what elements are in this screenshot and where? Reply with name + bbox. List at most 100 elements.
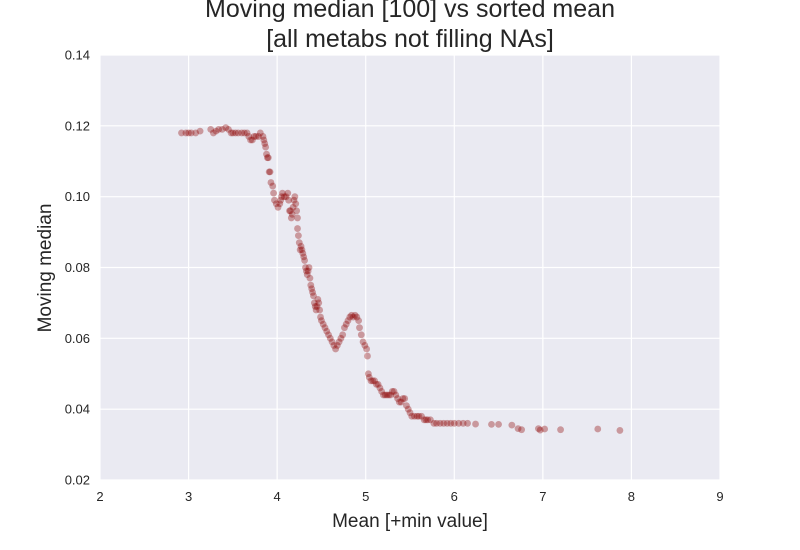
data-point	[616, 427, 624, 434]
data-point	[326, 334, 334, 342]
data-point	[436, 419, 444, 427]
data-point	[317, 313, 324, 321]
data-point	[271, 196, 278, 204]
data-point	[459, 419, 467, 427]
data-point	[433, 419, 440, 427]
data-point	[288, 210, 296, 218]
data-point	[341, 324, 348, 332]
data-point	[294, 225, 301, 232]
data-point	[353, 313, 361, 321]
data-point	[371, 377, 378, 385]
data-point	[207, 125, 215, 133]
data-point	[266, 168, 274, 176]
data-point	[455, 419, 463, 427]
data-point	[270, 189, 277, 197]
data-point	[315, 299, 323, 307]
data-point	[298, 246, 306, 254]
data-point	[464, 419, 471, 427]
data-point	[401, 395, 409, 402]
data-point	[282, 193, 290, 201]
data-point	[291, 193, 299, 201]
y-tick-label: 0.10	[65, 189, 90, 204]
data-point	[304, 267, 312, 275]
data-point	[310, 292, 317, 300]
data-point	[518, 426, 525, 434]
data-point	[234, 129, 242, 137]
data-point	[418, 412, 425, 420]
data-point	[325, 331, 332, 339]
data-point	[411, 412, 418, 420]
data-point	[305, 264, 313, 271]
data-point	[316, 306, 324, 314]
data-point	[364, 370, 372, 378]
data-point	[215, 125, 223, 133]
data-point	[443, 419, 451, 427]
data-point	[297, 242, 305, 250]
data-point	[430, 419, 438, 427]
data-point	[408, 412, 416, 420]
data-point	[284, 189, 292, 197]
data-point	[212, 127, 220, 135]
data-point	[240, 129, 248, 137]
data-point	[247, 136, 254, 144]
data-point	[383, 391, 391, 399]
data-point	[303, 271, 311, 278]
data-point	[272, 200, 280, 208]
data-point	[209, 129, 217, 137]
data-point	[308, 285, 316, 293]
data-point	[399, 395, 407, 402]
data-point	[250, 133, 258, 140]
data-point	[277, 196, 285, 204]
data-point	[508, 421, 516, 429]
data-point	[332, 345, 339, 353]
y-tick-label: 0.14	[65, 48, 90, 63]
x-tick-labels: 2 3 4 5 6 7 8 9	[96, 489, 723, 504]
data-point	[318, 317, 325, 325]
data-point	[514, 425, 522, 433]
data-point	[424, 416, 432, 424]
data-point	[302, 264, 309, 271]
data-point	[364, 352, 371, 360]
data-point	[310, 299, 318, 307]
data-point	[280, 193, 288, 201]
data-point	[252, 133, 260, 140]
data-point	[256, 129, 264, 137]
y-tick-labels: 0.02 0.04 0.06 0.08 0.10 0.12 0.14	[65, 48, 90, 488]
data-point	[238, 129, 246, 137]
data-point	[300, 253, 308, 261]
data-point	[263, 150, 270, 158]
x-tick-label: 3	[185, 489, 192, 504]
data-point	[187, 129, 195, 137]
data-point	[378, 388, 386, 395]
data-point	[292, 200, 300, 208]
data-point	[296, 246, 304, 254]
data-point	[225, 125, 232, 133]
y-axis-title: Moving median	[35, 204, 56, 333]
data-point	[312, 306, 320, 314]
data-point	[227, 129, 235, 137]
data-point	[259, 133, 267, 140]
x-tick-label: 2	[96, 489, 103, 504]
data-point	[218, 125, 226, 133]
data-point	[447, 419, 455, 427]
data-point	[392, 391, 400, 399]
data-point	[387, 391, 394, 399]
data-point	[286, 207, 293, 215]
data-point	[309, 288, 316, 296]
data-point	[285, 196, 293, 204]
data-point	[243, 129, 251, 137]
data-point	[321, 324, 329, 332]
data-point	[422, 416, 430, 424]
data-point	[594, 425, 602, 433]
data-point	[397, 398, 405, 406]
data-point	[323, 327, 331, 335]
data-point	[306, 274, 314, 282]
data-point	[413, 412, 421, 420]
data-point	[267, 179, 275, 186]
data-point	[287, 214, 295, 222]
data-point	[381, 391, 389, 399]
data-point	[541, 425, 549, 433]
data-point	[335, 338, 343, 346]
data-point	[182, 129, 190, 137]
data-point	[403, 402, 410, 410]
